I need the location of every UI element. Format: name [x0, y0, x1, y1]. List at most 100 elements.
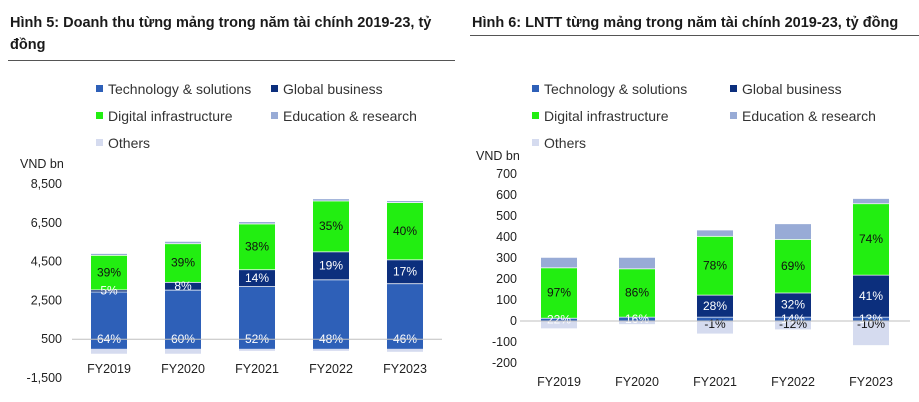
bar-segment: [313, 348, 349, 351]
legend-swatch: [532, 112, 539, 119]
bar-segment: [697, 316, 733, 321]
data-label: -1%: [704, 317, 726, 331]
data-label: 14%: [245, 271, 269, 285]
y-tick-label: -200: [492, 356, 517, 370]
legend-label: Digital infrastructure: [108, 108, 233, 124]
data-label: 28%: [703, 299, 727, 313]
data-label: 17%: [393, 264, 417, 278]
legend-swatch: [96, 85, 103, 92]
revenue-chart-svg: VND bn Technology & solutions Global busi…: [20, 81, 442, 385]
y-tick-label: 600: [496, 188, 517, 202]
bar-segment: [91, 289, 127, 292]
bar-segment: [619, 268, 655, 317]
bar-segment: [165, 348, 201, 354]
x-tick-label: FY2023: [849, 375, 893, 389]
bar-segment: [775, 239, 811, 293]
legend-label: Education & research: [742, 108, 876, 124]
data-label: 86%: [625, 286, 649, 300]
bar-segment: [165, 241, 201, 244]
bar-segment: [91, 255, 127, 290]
bar-segment: [165, 281, 201, 290]
y-tick-label: 500: [496, 209, 517, 223]
legend-swatch: [271, 85, 278, 92]
bar-segment: [387, 259, 423, 284]
data-label: -10%: [857, 317, 885, 331]
data-label: 8%: [174, 279, 192, 293]
legend-swatch: [730, 85, 737, 92]
legend-swatch: [96, 139, 103, 146]
data-label: 32%: [781, 298, 805, 312]
bar-segment: [239, 223, 275, 270]
bar-segment: [541, 267, 577, 318]
bar-segment: [387, 348, 423, 352]
y-tick-label: 2,500: [31, 293, 62, 307]
bar-segment: [91, 348, 127, 354]
data-label: 13%: [859, 312, 883, 326]
title-divider: [470, 35, 919, 36]
legend-label: Technology & solutions: [108, 81, 251, 97]
data-label: 5%: [100, 284, 118, 298]
bar-segment: [239, 221, 275, 224]
bar-segment: [313, 198, 349, 201]
data-label: 39%: [97, 265, 121, 279]
bar-segment: [387, 200, 423, 203]
y-tick-label: 0: [510, 314, 517, 328]
bar-segment: [775, 292, 811, 317]
bar-segment: [697, 321, 733, 334]
y-tick-label: 500: [41, 332, 62, 346]
profit-chart-title: Hình 6: LNTT từng mảng trong năm tài chí…: [472, 15, 899, 31]
data-label: -12%: [779, 317, 807, 331]
data-label: 35%: [319, 219, 343, 233]
data-label: 97%: [547, 286, 571, 300]
bar-segment: [239, 269, 275, 287]
legend-label: Others: [108, 135, 150, 151]
x-tick-label: FY2022: [771, 375, 815, 389]
legend-label: Digital infrastructure: [544, 108, 669, 124]
bar-segment: [775, 321, 811, 330]
bar-segment: [853, 274, 889, 317]
profit-chart-panel: Hình 6: LNTT từng mảng trong năm tài chí…: [462, 0, 919, 402]
bar-segment: [775, 316, 811, 321]
y-tick-label: 100: [496, 293, 517, 307]
bar-segment: [313, 251, 349, 280]
revenue-chart-panel: Hình 5: Doanh thu từng mảng trong năm tà…: [0, 0, 455, 402]
bar-segment: [541, 256, 577, 268]
data-label: 19%: [319, 258, 343, 272]
bar-segment: [853, 321, 889, 346]
legend-label: Education & research: [283, 108, 417, 124]
x-tick-label: FY2019: [537, 375, 581, 389]
bar-segment: [91, 253, 127, 256]
bar-segment: [541, 321, 577, 329]
data-label: 41%: [859, 289, 883, 303]
bar-segment: [775, 223, 811, 240]
bar-segment: [313, 200, 349, 252]
bar-segment: [853, 316, 889, 321]
data-label: 39%: [171, 256, 195, 270]
data-label: 38%: [245, 239, 269, 253]
bar-segment: [853, 203, 889, 275]
y-tick-label: 700: [496, 167, 517, 181]
y-tick-label: 6,500: [31, 216, 62, 230]
x-tick-label: FY2020: [615, 375, 659, 389]
title-divider: [8, 60, 455, 61]
x-tick-label: FY2023: [383, 362, 427, 376]
revenue-chart-title: Hình 5: Doanh thu từng mảng trong năm tà…: [10, 15, 432, 53]
data-label: 16%: [625, 312, 649, 326]
y-tick-label: 8,500: [31, 177, 62, 191]
legend-label: Technology & solutions: [544, 81, 687, 97]
bar-segment: [853, 198, 889, 204]
x-tick-label: FY2021: [235, 362, 279, 376]
bar-segment: [313, 279, 349, 349]
legend-label: Others: [544, 135, 586, 151]
data-label: 74%: [859, 232, 883, 246]
y-tick-label: 200: [496, 272, 517, 286]
x-tick-label: FY2020: [161, 362, 205, 376]
bar-segment: [165, 243, 201, 282]
data-label: 78%: [703, 258, 727, 272]
bar-segment: [697, 294, 733, 317]
x-tick-label: FY2022: [309, 362, 353, 376]
y-tick-label: -1,500: [27, 371, 62, 385]
legend-label: Global business: [742, 81, 842, 97]
legend-swatch: [532, 139, 539, 146]
data-label: 40%: [393, 224, 417, 238]
